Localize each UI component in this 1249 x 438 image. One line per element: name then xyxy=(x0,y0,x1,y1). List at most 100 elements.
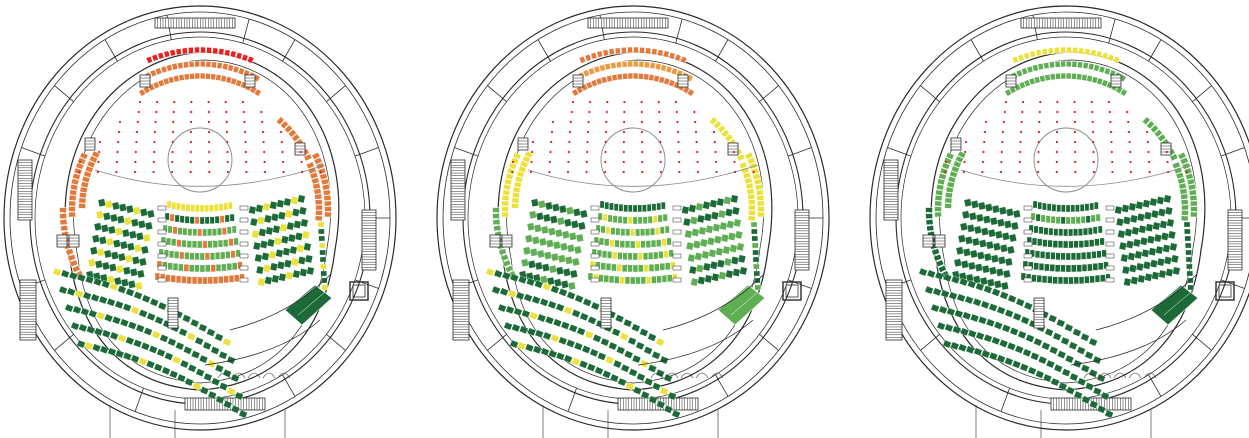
stalls-left-seat xyxy=(128,230,137,240)
stage-dot xyxy=(1092,170,1095,174)
stalls-right-seat xyxy=(1117,229,1126,239)
outer-wall xyxy=(869,5,1249,431)
balcony-left-upper xyxy=(505,172,514,181)
rear-row-seat xyxy=(76,273,86,283)
stalls-center-seat xyxy=(179,215,185,223)
stage-dot xyxy=(116,150,119,154)
stage-dot xyxy=(171,170,174,174)
rear-row-seat xyxy=(226,355,236,365)
elevator-box xyxy=(1215,281,1235,301)
rear-row-seat xyxy=(1004,357,1014,366)
rear-row-seat xyxy=(52,267,62,277)
stalls-center-seat xyxy=(1040,214,1046,223)
rear-row-seat xyxy=(1012,312,1022,322)
stalls-center-seat xyxy=(651,276,657,284)
stalls-right-seat xyxy=(711,273,720,282)
stalls-left-seat xyxy=(573,245,582,255)
rear-row-seat xyxy=(579,312,589,322)
stage-dot xyxy=(1037,130,1041,134)
right-column-seat xyxy=(319,256,327,263)
stage-dot xyxy=(586,130,590,134)
stage-dot xyxy=(734,170,737,174)
stalls-right-seat xyxy=(1163,256,1172,265)
balcony-top-row-2 xyxy=(654,62,662,71)
stage-dot xyxy=(263,160,266,164)
stage-dot xyxy=(1129,170,1133,174)
stalls-right-seat xyxy=(1149,197,1158,207)
balcony-top-row-2 xyxy=(615,61,623,69)
balcony-top-row-1 xyxy=(1095,50,1103,58)
door-swing xyxy=(232,372,246,379)
balcony-left-lower xyxy=(67,253,77,262)
stalls-right-seat xyxy=(1165,268,1174,277)
stage-dot xyxy=(1003,110,1006,114)
stalls-left-seat xyxy=(976,251,985,260)
stalls-center-seat xyxy=(205,264,211,273)
aisle-marker xyxy=(239,253,249,259)
stalls-center-seat xyxy=(646,276,652,284)
rear-row-seat xyxy=(973,347,983,357)
stage-dot xyxy=(511,160,515,164)
balcony-top-row-1 xyxy=(1017,53,1025,62)
stalls-center-seat xyxy=(186,276,192,284)
rear-row-seat xyxy=(594,366,604,376)
rear-row-seat xyxy=(627,336,637,346)
right-column-seat xyxy=(750,221,758,228)
balcony-left-inner xyxy=(950,165,960,174)
stalls-center-seat xyxy=(1068,240,1074,249)
rear-row-seat xyxy=(643,346,653,355)
balcony-right-upper xyxy=(746,156,756,165)
stalls-right-seat xyxy=(276,261,285,270)
stage-dot xyxy=(676,130,680,134)
rear-row-seat xyxy=(1056,318,1066,328)
balcony-right-upper xyxy=(755,189,764,196)
rear-row-seat xyxy=(222,369,232,378)
right-column-seat xyxy=(1185,256,1193,263)
floor-plan-3 xyxy=(866,0,1249,438)
balcony-right-inner xyxy=(305,161,315,170)
balcony-right-mid xyxy=(712,120,723,130)
stalls-center-seat xyxy=(598,274,604,282)
stage-dot xyxy=(696,150,699,154)
corridor-partition xyxy=(487,85,507,102)
rear-row-seat xyxy=(1100,391,1110,401)
rear-row-seat xyxy=(1072,328,1082,337)
rear-row-seat xyxy=(175,341,185,351)
stage-dot xyxy=(529,170,532,174)
stalls-left-seat xyxy=(567,281,576,291)
aisle-marker xyxy=(590,217,600,223)
rear-row-seat xyxy=(1027,366,1037,376)
stage-dot xyxy=(677,150,680,154)
rear-row-seat xyxy=(930,303,940,313)
hall-outline xyxy=(64,51,340,391)
rear-row-seat xyxy=(511,323,521,333)
stalls-left-seat xyxy=(133,244,142,253)
stalls-left-seat xyxy=(102,212,111,221)
balcony-left-upper xyxy=(503,178,513,186)
stage-dot xyxy=(641,140,644,144)
stage-dot xyxy=(622,150,625,154)
stalls-left-seat xyxy=(127,280,136,289)
rear-row-seat xyxy=(534,329,544,339)
balcony-left-lower xyxy=(492,219,501,226)
stalls-right-seat xyxy=(1149,259,1158,268)
stalls-left-seat xyxy=(962,248,971,257)
balcony-right-upper xyxy=(1188,189,1197,196)
stalls-right-seat xyxy=(726,220,735,229)
stalls-right-seat xyxy=(709,261,718,270)
stalls-center-seat xyxy=(661,201,666,210)
door-swing xyxy=(1083,372,1097,379)
rear-row-seat xyxy=(1052,332,1062,341)
stage-dot xyxy=(208,140,211,144)
corridor-partition xyxy=(54,85,74,102)
stage-dot xyxy=(1090,100,1093,104)
stage-dot xyxy=(97,160,100,164)
stage-dot xyxy=(133,170,137,174)
stalls-center-seat xyxy=(1092,263,1098,271)
stalls-center-seat xyxy=(623,204,628,212)
stalls-left-seat xyxy=(566,244,575,253)
balcony-top-row-1 xyxy=(668,51,676,60)
rear-row-seat xyxy=(967,280,977,289)
rear-row-seat xyxy=(84,341,94,351)
rear-row-seat xyxy=(1092,355,1102,365)
